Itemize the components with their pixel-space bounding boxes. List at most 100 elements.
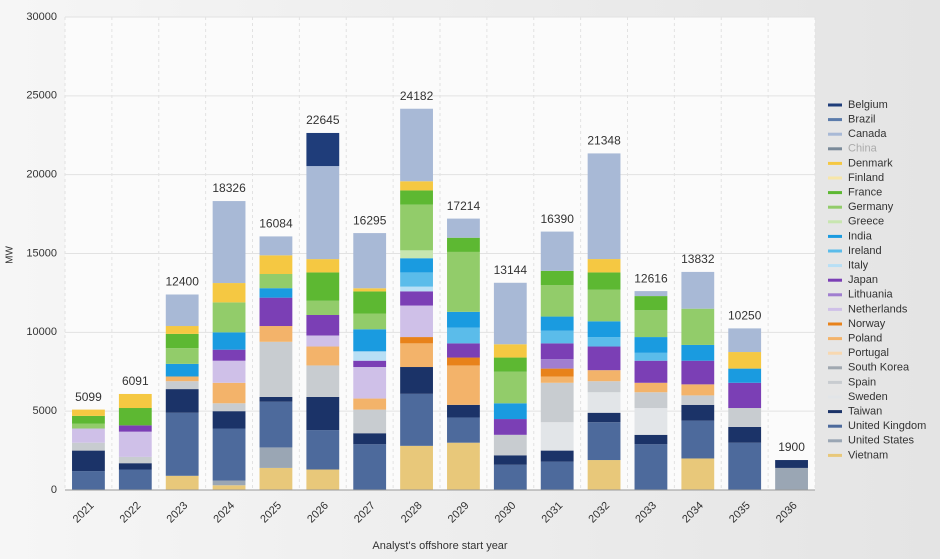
- bar-segment: [681, 384, 715, 396]
- bar-segment: [118, 408, 152, 426]
- bar-segment: [728, 442, 762, 490]
- bar-segment: [540, 316, 574, 331]
- bar-segment: [353, 398, 387, 410]
- legend-label: Finland: [848, 172, 884, 184]
- bar-segment: [493, 434, 527, 456]
- legend-label: United States: [848, 435, 915, 447]
- total-label: 1900: [778, 440, 805, 454]
- bar-segment: [400, 291, 433, 306]
- total-label: 5099: [75, 390, 102, 404]
- bar-segment: [447, 404, 480, 418]
- bar-segment: [212, 428, 246, 481]
- bar-segment: [212, 283, 246, 303]
- bar-segment: [212, 480, 246, 486]
- bar-segment: [540, 382, 574, 423]
- y-axis-label: MW: [5, 246, 16, 264]
- bar-segment: [634, 434, 668, 445]
- bar-segment: [72, 409, 105, 416]
- bar-segment: [118, 463, 152, 470]
- bar-segment: [72, 423, 105, 429]
- bar-segment: [400, 337, 433, 344]
- total-label: 10250: [728, 309, 762, 323]
- y-tick-label: 5000: [33, 405, 57, 417]
- legend-label: India: [848, 230, 873, 242]
- bar-segment: [447, 442, 480, 490]
- total-label: 13144: [494, 263, 528, 277]
- legend-label: France: [848, 187, 882, 199]
- bar-segment: [447, 251, 480, 312]
- bar-segment: [212, 485, 246, 490]
- bar-segment: [118, 425, 152, 432]
- bar-segment: [259, 341, 293, 397]
- bar-segment: [634, 382, 668, 393]
- total-label: 18326: [212, 181, 246, 195]
- bar-segment: [447, 218, 480, 238]
- bar-segment: [118, 431, 152, 457]
- bar-segment: [493, 357, 527, 372]
- bar-segment: [306, 335, 340, 347]
- bar-segment: [165, 294, 199, 327]
- bar-segment: [775, 460, 808, 468]
- bar-segment: [681, 360, 715, 385]
- legend-label: Ireland: [848, 245, 882, 257]
- bar-segment: [165, 363, 199, 377]
- total-label: 6091: [122, 374, 149, 388]
- total-label: 16390: [541, 212, 575, 226]
- bar-segment: [306, 132, 340, 167]
- legend-label: Lithuania: [848, 289, 894, 301]
- total-label: 24182: [400, 89, 434, 103]
- bar-segment: [493, 403, 527, 420]
- bar-segment: [259, 255, 293, 274]
- bar-segment: [540, 285, 574, 317]
- bar-segment: [587, 460, 621, 490]
- bar-segment: [118, 469, 152, 490]
- bar-segment: [306, 300, 340, 315]
- legend-label: Portugal: [848, 347, 889, 359]
- bar-segment: [681, 395, 715, 405]
- bar-segment: [540, 368, 574, 377]
- bar-segment: [400, 367, 433, 394]
- total-label: 12616: [634, 271, 668, 285]
- bar-segment: [165, 389, 199, 413]
- bar-segment: [259, 297, 293, 327]
- bar-segment: [447, 343, 480, 358]
- bar-segment: [353, 288, 387, 292]
- bar-segment: [400, 204, 433, 251]
- bar-segment: [540, 376, 574, 383]
- bar-segment: [540, 450, 574, 462]
- legend-label: Japan: [848, 274, 878, 286]
- total-label: 16295: [353, 213, 387, 227]
- bar-segment: [212, 201, 246, 284]
- bar-segment: [447, 237, 480, 252]
- bar-segment: [634, 337, 668, 353]
- bar-segment: [353, 444, 387, 490]
- bar-segment: [259, 288, 293, 298]
- bar-segment: [587, 259, 621, 273]
- bar-segment: [493, 371, 527, 404]
- bar-segment: [400, 272, 433, 287]
- bar-segment: [400, 305, 433, 338]
- bar-segment: [165, 348, 199, 364]
- total-label: 22645: [306, 113, 340, 127]
- bar-segment: [72, 428, 105, 443]
- bar-segment: [353, 409, 387, 434]
- bar-segment: [587, 392, 621, 413]
- bar-segment: [165, 381, 199, 390]
- bar-segment: [212, 332, 246, 350]
- bar-segment: [587, 153, 621, 260]
- legend-label: Greece: [848, 216, 884, 228]
- bar-segment: [587, 346, 621, 371]
- bar-segment: [493, 344, 527, 358]
- legend-label: Spain: [848, 376, 876, 388]
- bar-segment: [587, 337, 621, 347]
- bar-segment: [353, 291, 387, 314]
- bar-segment: [118, 393, 152, 409]
- bar-segment: [447, 327, 480, 344]
- bar-segment: [353, 329, 387, 352]
- bar-segment: [306, 272, 340, 301]
- bar-segment: [634, 360, 668, 383]
- bar-segment: [165, 475, 199, 490]
- legend-label: Poland: [848, 333, 882, 345]
- y-tick-label: 30000: [26, 11, 57, 23]
